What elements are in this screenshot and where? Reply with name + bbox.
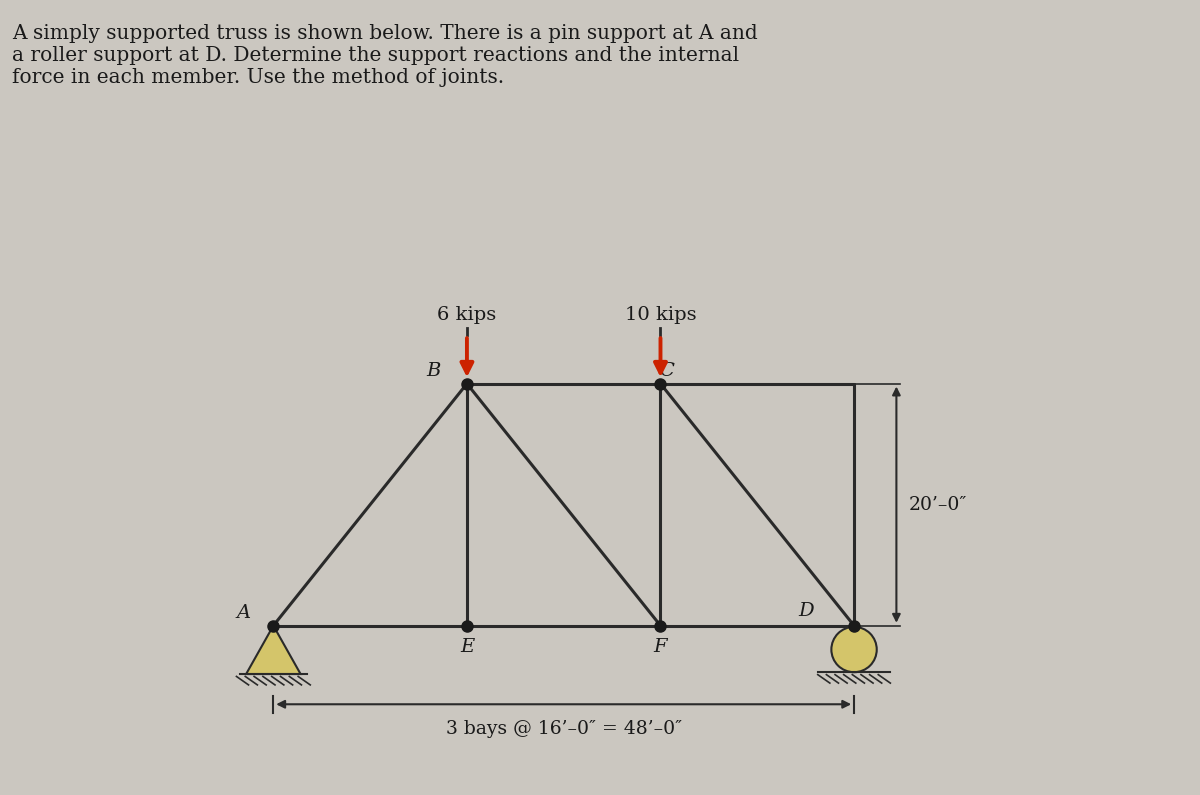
Text: C: C [659,362,674,380]
Text: F: F [654,638,667,656]
Text: E: E [460,638,474,656]
Text: A simply supported truss is shown below. There is a pin support at A and
a rolle: A simply supported truss is shown below.… [12,24,757,87]
Text: 10 kips: 10 kips [625,306,696,324]
Text: 6 kips: 6 kips [437,306,497,324]
Text: B: B [426,362,440,380]
Text: 20’–0″: 20’–0″ [908,495,967,514]
Text: 3 bays @ 16’–0″ = 48’–0″: 3 bays @ 16’–0″ = 48’–0″ [445,720,682,738]
Text: D: D [798,602,814,619]
Polygon shape [246,626,300,674]
Circle shape [832,626,877,673]
Text: A: A [236,604,250,622]
